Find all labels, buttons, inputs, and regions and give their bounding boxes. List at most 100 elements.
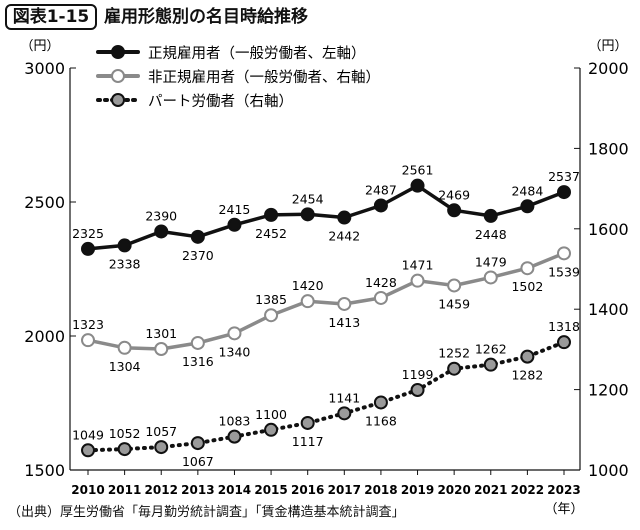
x-tick-label: 2017	[328, 483, 361, 497]
left-axis-unit: （円）	[20, 39, 59, 54]
data-point	[410, 273, 425, 288]
data-label: 1479	[475, 254, 507, 269]
data-label: 1057	[145, 424, 177, 439]
data-point	[154, 224, 169, 239]
x-tick-label: 2014	[218, 483, 251, 497]
data-point	[483, 208, 498, 223]
data-point	[520, 199, 535, 214]
data-point	[300, 415, 315, 430]
data-point	[300, 207, 315, 222]
data-label: 1100	[255, 407, 287, 422]
legend-marker	[111, 93, 125, 107]
data-label: 1539	[548, 264, 580, 279]
data-point	[264, 308, 279, 323]
data-label: 1385	[255, 292, 287, 307]
right-tick-label: 1200	[588, 381, 629, 400]
data-point	[337, 210, 352, 225]
data-label: 1340	[219, 344, 251, 359]
data-label: 1301	[145, 326, 177, 341]
right-tick-label: 1600	[588, 220, 629, 239]
data-point	[81, 443, 95, 458]
data-label: 1318	[548, 319, 580, 334]
data-label: 1413	[328, 315, 360, 330]
data-label: 1049	[72, 427, 104, 442]
data-label: 1262	[475, 342, 507, 357]
data-point	[557, 185, 571, 200]
data-point	[117, 238, 132, 253]
data-point	[373, 290, 388, 305]
data-label: 2448	[475, 227, 507, 242]
source-note: （出典）厚生労働省「毎月勤労統計調査」「賃金構造基本統計調査」	[8, 505, 405, 520]
left-tick-label: 1500	[24, 461, 65, 480]
data-point	[117, 340, 132, 355]
data-label: 1067	[182, 454, 214, 469]
data-point	[190, 229, 205, 244]
data-point	[264, 207, 279, 222]
data-point	[81, 241, 95, 256]
data-label: 2415	[219, 202, 251, 217]
x-tick-label: 2013	[181, 483, 214, 497]
data-label: 2442	[328, 229, 360, 244]
right-axis-unit: （円）	[588, 39, 627, 54]
data-label: 1471	[402, 258, 434, 273]
x-tick-label: 2022	[511, 483, 544, 497]
data-label: 2469	[438, 187, 470, 202]
data-label: 1168	[365, 413, 397, 428]
data-point	[373, 198, 388, 213]
x-axis-unit: （年）	[544, 502, 583, 517]
x-tick-label: 2019	[401, 483, 434, 497]
data-label: 1117	[292, 434, 324, 449]
data-point	[117, 442, 132, 457]
left-tick-label: 2500	[24, 193, 65, 212]
data-point	[483, 357, 498, 372]
data-label: 1252	[438, 346, 470, 361]
x-tick-label: 2023	[547, 483, 580, 497]
data-label: 2370	[182, 248, 214, 263]
data-label: 1304	[109, 359, 141, 374]
data-point	[264, 422, 279, 437]
x-tick-label: 2012	[145, 483, 178, 497]
right-tick-label: 2000	[588, 59, 629, 78]
data-label: 1420	[292, 278, 324, 293]
data-point	[483, 270, 498, 285]
legend-label: 非正規雇用者（一般労働者、右軸）	[148, 69, 380, 86]
data-point	[337, 296, 352, 311]
data-point	[447, 278, 462, 293]
data-point	[154, 341, 169, 356]
data-label: 1141	[328, 390, 360, 405]
legend-marker	[111, 69, 125, 83]
right-tick-label: 1000	[588, 461, 629, 480]
right-tick-label: 1400	[588, 300, 629, 319]
data-label: 1323	[72, 317, 104, 332]
data-label: 2487	[365, 182, 397, 197]
data-point	[190, 436, 205, 451]
left-tick-label: 3000	[24, 59, 65, 78]
data-point	[227, 429, 242, 444]
data-label: 2338	[109, 256, 141, 271]
data-label: 2537	[548, 169, 580, 184]
data-label: 2454	[292, 191, 324, 206]
data-label: 1502	[511, 279, 543, 294]
x-tick-label: 2015	[254, 483, 287, 497]
data-label: 2484	[511, 183, 543, 198]
data-point	[227, 217, 242, 232]
data-point	[520, 261, 535, 276]
data-label: 2561	[402, 163, 434, 178]
data-point	[154, 440, 169, 455]
data-point	[520, 349, 535, 364]
data-point	[190, 335, 205, 350]
data-label: 1459	[438, 296, 470, 311]
data-label: 1428	[365, 275, 397, 290]
data-label: 2390	[145, 208, 177, 223]
data-point	[337, 406, 352, 421]
data-label: 1282	[511, 368, 543, 383]
data-label: 2325	[72, 226, 104, 241]
data-point	[557, 246, 571, 261]
data-label: 1083	[219, 414, 251, 429]
x-tick-label: 2011	[108, 483, 141, 497]
x-tick-label: 2010	[71, 483, 104, 497]
data-label: 1199	[402, 367, 434, 382]
figure-number-badge: 図表1-15	[5, 4, 97, 30]
data-point	[447, 361, 462, 376]
